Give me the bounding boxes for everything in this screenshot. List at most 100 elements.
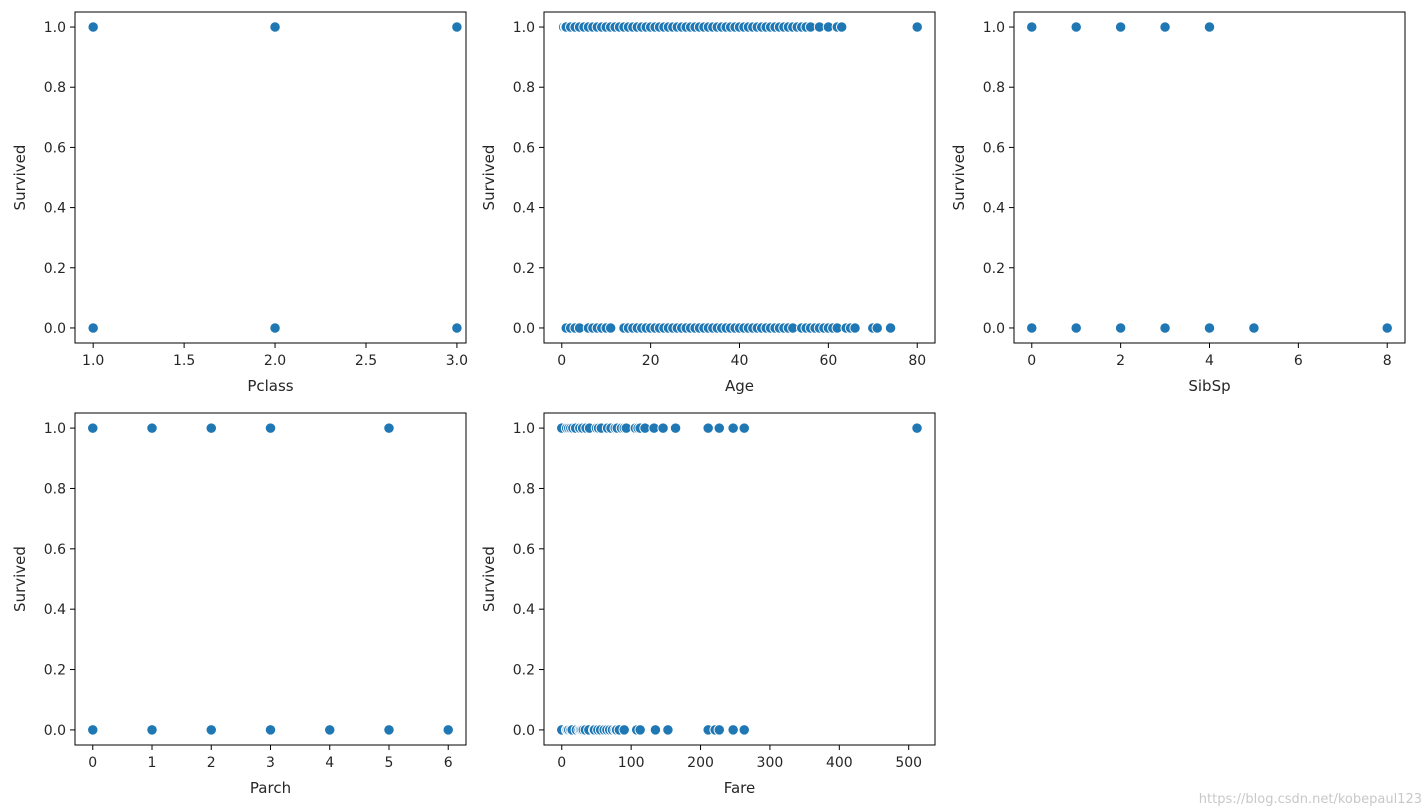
y-tick-label: 0.4 <box>44 602 66 618</box>
y-tick-label: 1.0 <box>983 20 1005 36</box>
x-tick-label: 6 <box>1294 353 1303 369</box>
data-point <box>269 21 281 33</box>
y-tick-label: 0.2 <box>44 261 66 277</box>
data-point <box>669 422 682 434</box>
data-point <box>269 322 281 334</box>
axes-frame <box>74 412 467 746</box>
subplot-age: 0 20 40 60 80 0.0 0.2 0.4 0.6 0.8 1.0 Age Survived <box>480 11 936 395</box>
x-tick-label: 2 <box>1116 353 1125 369</box>
x-axis-label: Parch <box>250 779 291 797</box>
data-point <box>634 724 646 736</box>
subplot-sibsp: 0 2 4 6 8 0.0 0.2 0.4 0.6 0.8 1.0 SibSp Survived <box>950 11 1406 395</box>
data-point <box>884 322 897 334</box>
y-tick-label: 0.8 <box>44 481 66 497</box>
y-tick-label: 0.8 <box>513 481 535 497</box>
x-tick-label: 100 <box>618 755 645 771</box>
data-point <box>1114 21 1127 33</box>
x-tick-label: 80 <box>908 353 926 369</box>
x-axis-label: SibSp <box>1188 377 1230 395</box>
data-point <box>1026 322 1038 334</box>
y-tick-label: 0.8 <box>44 80 66 96</box>
data-point <box>1159 21 1171 33</box>
x-tick-label: 0 <box>88 755 97 771</box>
subplot-fare: 0 100 200 300 400 500 0.0 0.2 0.4 0.6 0.8 1.0 Fare Su… <box>480 412 936 797</box>
x-tick-label: 2.5 <box>355 353 377 369</box>
y-tick-label: 1.0 <box>513 20 535 36</box>
x-tick-label: 1 <box>148 755 157 771</box>
y-tick-label: 0.4 <box>983 201 1005 217</box>
data-point <box>87 21 99 33</box>
data-point <box>1070 21 1082 33</box>
data-point <box>738 422 750 434</box>
data-point <box>911 21 923 33</box>
data-point <box>713 724 725 736</box>
y-tick-label: 0.6 <box>513 140 535 156</box>
data-point <box>1159 322 1171 334</box>
data-point <box>383 724 395 736</box>
x-tick-label: 1.0 <box>82 353 104 369</box>
y-tick-label: 0.2 <box>44 663 66 679</box>
y-tick-label: 0.4 <box>513 201 535 217</box>
x-tick-label: 60 <box>819 353 837 369</box>
data-point <box>1070 322 1082 334</box>
data-point <box>1026 21 1038 33</box>
data-point <box>1114 322 1127 334</box>
data-point <box>205 422 217 434</box>
data-point <box>727 422 739 434</box>
data-point <box>662 724 674 736</box>
x-tick-label: 500 <box>895 755 922 771</box>
x-tick-label: 400 <box>826 755 853 771</box>
y-tick-label: 0.0 <box>983 321 1005 337</box>
y-tick-label: 0.8 <box>513 80 535 96</box>
watermark: https://blog.csdn.net/kobepaul123 <box>1198 792 1422 807</box>
data-point <box>87 322 99 334</box>
data-point <box>618 724 630 736</box>
y-tick-label: 0.8 <box>983 80 1005 96</box>
y-tick-label: 0.2 <box>983 261 1005 277</box>
y-tick-label: 1.0 <box>513 421 535 437</box>
x-tick-label: 8 <box>1383 353 1392 369</box>
data-point <box>205 724 217 736</box>
data-point <box>713 422 725 434</box>
data-point <box>849 322 861 334</box>
x-tick-label: 0 <box>557 755 566 771</box>
data-point <box>1203 322 1216 334</box>
y-tick-label: 1.0 <box>44 421 66 437</box>
y-axis-label: Survived <box>480 546 498 612</box>
x-tick-label: 200 <box>687 755 714 771</box>
subplot-pclass: 1.0 1.5 2.0 2.5 3.0 0.0 0.2 0.4 0.6 0.8 1.0 Pclass S… <box>11 11 468 395</box>
data-point <box>871 322 883 334</box>
y-tick-label: 0.6 <box>983 140 1005 156</box>
x-axis-label: Pclass <box>247 377 293 395</box>
data-point <box>264 422 277 434</box>
data-point <box>1248 322 1260 334</box>
axes-frame <box>543 412 936 746</box>
x-tick-label: 6 <box>444 755 453 771</box>
data-point <box>1381 322 1393 334</box>
y-axis-label: Survived <box>11 145 29 211</box>
x-tick-label: 20 <box>642 353 660 369</box>
x-tick-label: 0 <box>557 353 566 369</box>
x-tick-label: 2 <box>207 755 216 771</box>
data-point <box>324 724 336 736</box>
y-tick-label: 0.6 <box>513 542 535 558</box>
x-tick-label: 3 <box>266 755 275 771</box>
y-tick-label: 1.0 <box>44 20 66 36</box>
data-point <box>911 422 923 434</box>
x-tick-label: 0 <box>1027 353 1036 369</box>
y-axis-label: Survived <box>950 145 968 211</box>
subplot-parch: 0 1 2 3 4 5 6 0.0 0.2 0.4 0.6 0.8 1.0 Parch Survived <box>11 412 467 797</box>
data-point <box>657 422 669 434</box>
data-point <box>702 422 714 434</box>
x-tick-label: 1.5 <box>173 353 195 369</box>
data-point <box>738 724 750 736</box>
x-tick-label: 5 <box>385 755 394 771</box>
x-tick-label: 4 <box>1205 353 1214 369</box>
y-tick-label: 0.4 <box>44 201 66 217</box>
x-tick-label: 2.0 <box>264 353 286 369</box>
axes-frame <box>74 11 467 344</box>
data-point <box>383 422 395 434</box>
y-tick-label: 0.0 <box>44 723 66 739</box>
data-point <box>146 422 158 434</box>
